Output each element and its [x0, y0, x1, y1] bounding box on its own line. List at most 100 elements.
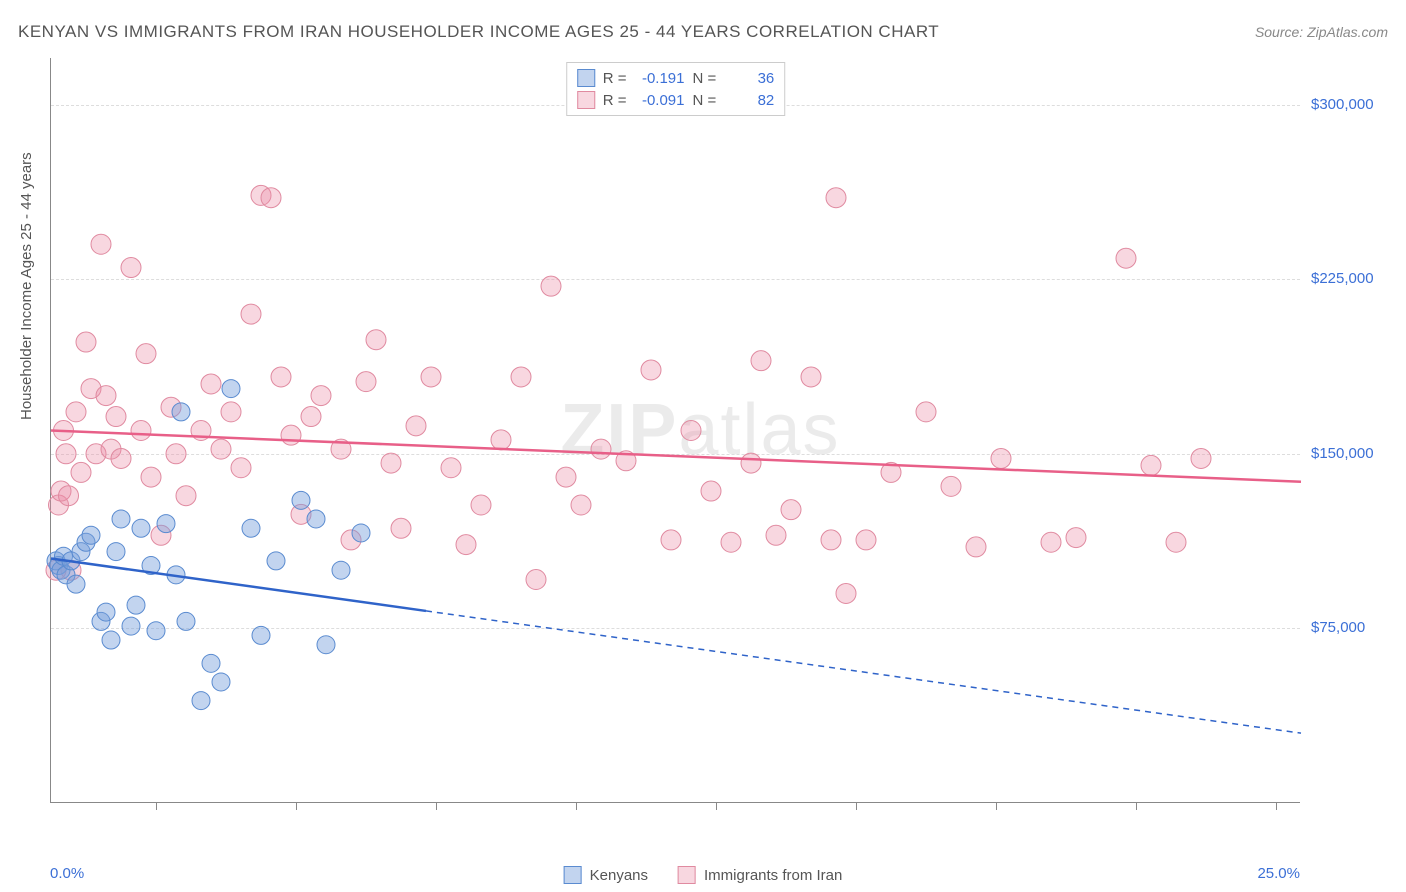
data-point: [511, 367, 531, 387]
data-point: [107, 543, 125, 561]
legend-swatch-icon: [678, 866, 696, 884]
y-tick-label: $300,000: [1311, 96, 1374, 113]
data-point: [1041, 532, 1061, 552]
data-point: [292, 491, 310, 509]
data-point: [1141, 455, 1161, 475]
stats-r-value: -0.091: [635, 92, 685, 109]
data-point: [366, 330, 386, 350]
data-point: [641, 360, 661, 380]
data-point: [96, 386, 116, 406]
data-point: [1191, 448, 1211, 468]
data-point: [1166, 532, 1186, 552]
data-point: [76, 332, 96, 352]
data-point: [741, 453, 761, 473]
y-tick-label: $225,000: [1311, 270, 1374, 287]
chart-plot-area: ZIPatlas $75,000$150,000$225,000$300,000…: [50, 58, 1300, 803]
data-point: [112, 510, 130, 528]
stats-n-value: 36: [724, 70, 774, 87]
data-point: [166, 444, 186, 464]
data-point: [441, 458, 461, 478]
stats-n-value: 82: [724, 92, 774, 109]
data-point: [157, 515, 175, 533]
data-point: [311, 386, 331, 406]
stats-row: R = -0.091 N = 82: [577, 89, 775, 111]
data-point: [201, 374, 221, 394]
data-point: [176, 486, 196, 506]
data-point: [941, 476, 961, 496]
data-point: [71, 462, 91, 482]
data-point: [127, 596, 145, 614]
data-point: [67, 575, 85, 593]
legend-item-iran: Immigrants from Iran: [678, 866, 842, 884]
data-point: [332, 561, 350, 579]
data-point: [681, 421, 701, 441]
data-point: [391, 518, 411, 538]
data-point: [301, 407, 321, 427]
x-min-label: 0.0%: [50, 865, 84, 882]
source-label: Source:: [1255, 24, 1307, 40]
stats-row: R = -0.191 N = 36: [577, 67, 775, 89]
data-point: [456, 535, 476, 555]
data-point: [177, 612, 195, 630]
trend-line-extrapolated: [426, 611, 1301, 733]
data-point: [267, 552, 285, 570]
data-point: [241, 304, 261, 324]
data-point: [781, 500, 801, 520]
x-tick: [296, 802, 297, 810]
data-point: [471, 495, 491, 515]
data-point: [751, 351, 771, 371]
data-point: [661, 530, 681, 550]
data-point: [1116, 248, 1136, 268]
data-point: [307, 510, 325, 528]
data-point: [136, 344, 156, 364]
stats-r-label: R =: [603, 70, 627, 87]
legend-label: Kenyans: [590, 867, 648, 884]
x-max-label: 25.0%: [1257, 865, 1300, 882]
stats-r-value: -0.191: [635, 70, 685, 87]
data-point: [991, 448, 1011, 468]
x-tick: [856, 802, 857, 810]
data-point: [91, 234, 111, 254]
data-point: [317, 636, 335, 654]
data-point: [66, 402, 86, 422]
data-point: [826, 188, 846, 208]
x-tick: [716, 802, 717, 810]
chart-title: KENYAN VS IMMIGRANTS FROM IRAN HOUSEHOLD…: [18, 22, 939, 42]
y-axis-title: Householder Income Ages 25 - 44 years: [18, 152, 35, 420]
data-point: [701, 481, 721, 501]
legend-swatch-icon: [564, 866, 582, 884]
y-tick-label: $150,000: [1311, 445, 1374, 462]
data-point: [221, 402, 241, 422]
data-point: [916, 402, 936, 422]
data-point: [102, 631, 120, 649]
data-point: [421, 367, 441, 387]
correlation-stats-box: R = -0.191 N = 36 R = -0.091 N = 82: [566, 62, 786, 116]
data-point: [836, 583, 856, 603]
y-tick-label: $75,000: [1311, 619, 1365, 636]
data-point: [856, 530, 876, 550]
data-point: [966, 537, 986, 557]
x-tick: [156, 802, 157, 810]
data-point: [261, 188, 281, 208]
legend-label: Immigrants from Iran: [704, 867, 842, 884]
source-attribution: Source: ZipAtlas.com: [1255, 24, 1388, 40]
data-point: [1066, 528, 1086, 548]
data-point: [111, 448, 131, 468]
data-point: [821, 530, 841, 550]
data-point: [252, 626, 270, 644]
data-point: [106, 407, 126, 427]
data-point: [121, 258, 141, 278]
data-point: [231, 458, 251, 478]
data-point: [541, 276, 561, 296]
data-point: [97, 603, 115, 621]
scatter-svg: [51, 58, 1300, 802]
data-point: [356, 372, 376, 392]
stats-n-label: N =: [693, 92, 717, 109]
data-point: [192, 692, 210, 710]
x-tick: [996, 802, 997, 810]
data-point: [766, 525, 786, 545]
data-point: [801, 367, 821, 387]
stats-r-label: R =: [603, 92, 627, 109]
data-point: [82, 526, 100, 544]
data-point: [571, 495, 591, 515]
